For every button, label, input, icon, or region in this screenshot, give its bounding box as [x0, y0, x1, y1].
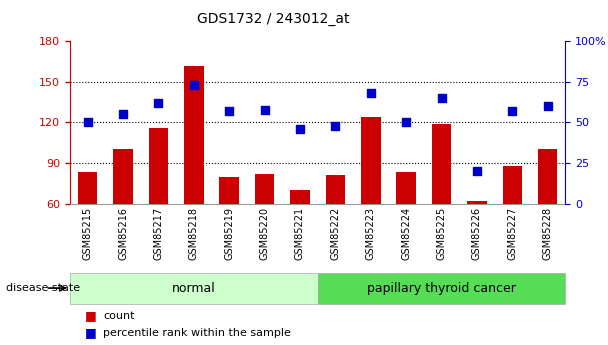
Text: GSM85223: GSM85223 — [366, 207, 376, 260]
Bar — [255, 174, 274, 204]
Bar — [290, 190, 309, 204]
Text: GSM85216: GSM85216 — [118, 207, 128, 260]
Bar — [219, 177, 239, 204]
Text: GSM85222: GSM85222 — [330, 207, 340, 260]
Point — [260, 107, 269, 112]
Bar — [503, 166, 522, 204]
Point — [543, 104, 553, 109]
Point — [508, 108, 517, 114]
Text: GSM85225: GSM85225 — [437, 207, 446, 260]
Text: GSM85215: GSM85215 — [83, 207, 92, 260]
Bar — [113, 149, 133, 204]
Point — [189, 82, 199, 88]
Bar — [467, 201, 486, 204]
Text: normal: normal — [172, 282, 216, 295]
Bar — [78, 172, 97, 204]
Bar — [184, 66, 204, 204]
Text: disease state: disease state — [6, 283, 80, 293]
Text: GSM85218: GSM85218 — [189, 207, 199, 260]
Text: GSM85220: GSM85220 — [260, 207, 269, 260]
Text: GSM85217: GSM85217 — [153, 207, 164, 260]
Text: percentile rank within the sample: percentile rank within the sample — [103, 328, 291, 338]
Text: GSM85221: GSM85221 — [295, 207, 305, 260]
Point — [224, 108, 234, 114]
Text: ■: ■ — [85, 309, 97, 322]
Text: GSM85219: GSM85219 — [224, 207, 234, 260]
Point — [331, 123, 340, 128]
Bar — [317, 273, 565, 304]
Point — [83, 120, 92, 125]
Bar — [396, 172, 416, 204]
Point — [154, 100, 164, 106]
Text: GSM85228: GSM85228 — [543, 207, 553, 260]
Text: papillary thyroid cancer: papillary thyroid cancer — [367, 282, 516, 295]
Bar — [538, 149, 558, 204]
Bar — [326, 175, 345, 204]
Text: GSM85226: GSM85226 — [472, 207, 482, 260]
Bar — [149, 128, 168, 204]
Point — [437, 95, 446, 101]
Point — [472, 168, 482, 174]
Point — [118, 111, 128, 117]
Point — [401, 120, 411, 125]
Bar — [70, 273, 317, 304]
Text: GDS1732 / 243012_at: GDS1732 / 243012_at — [198, 12, 350, 26]
Bar — [432, 124, 451, 204]
Point — [366, 90, 376, 96]
Point — [295, 126, 305, 132]
Text: GSM85224: GSM85224 — [401, 207, 411, 260]
Text: ■: ■ — [85, 326, 97, 339]
Text: count: count — [103, 311, 135, 321]
Text: GSM85227: GSM85227 — [507, 207, 517, 260]
Bar — [361, 117, 381, 204]
